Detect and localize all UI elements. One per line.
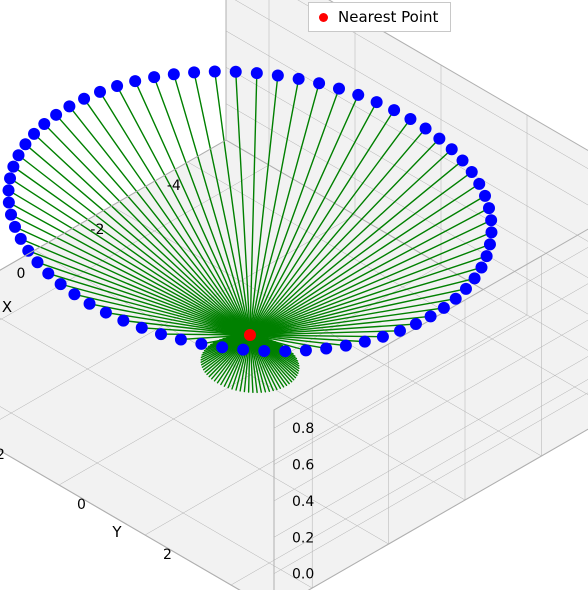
ring-point [38,118,50,130]
ring-point [100,307,112,319]
ring-point [469,272,481,284]
ring-point [272,69,284,81]
ring-point [475,261,487,273]
z-tick-label: 0.4 [292,494,314,510]
ring-point [388,104,400,116]
ring-point [438,302,450,314]
ring-point [352,89,364,101]
ring-point [84,298,96,310]
y-tick-label: -2 [0,447,5,463]
ring-point [3,184,15,196]
ring-point [485,226,497,238]
y-tick-label: 0 [77,497,86,513]
ring-point [195,338,207,350]
y-axis-label: Y [111,523,122,541]
ring-point [168,68,180,80]
z-tick-label: 0.6 [292,458,314,474]
ring-point [15,233,27,245]
ring-point [63,100,75,112]
ring-point [473,178,485,190]
ring-point [484,238,496,250]
ring-point [155,328,167,340]
ring-point [483,202,495,214]
ring-point [4,172,16,184]
ring-point [404,113,416,125]
ring-point [371,96,383,108]
ring-point [94,86,106,98]
nearest-point-marker [244,329,256,341]
ring-point [68,288,80,300]
ring-point [209,66,221,78]
nearest-point-legend-marker [319,13,328,22]
ring-point [450,293,462,305]
ring-point [485,214,497,226]
ring-point [111,80,123,92]
plot-svg: -4-2024-4-2024-0.20.00.20.40.60.8 XY [0,0,588,590]
ring-point [279,345,291,357]
legend: Nearest Point [308,2,451,32]
ring-point [457,154,469,166]
ring-point [50,109,62,121]
ring-point [251,67,263,79]
ring-point [19,138,31,150]
ring-point [129,75,141,87]
ring-point [188,66,200,78]
ring-point [481,250,493,262]
z-tick-label: 0.8 [292,421,314,437]
ring-point [7,161,19,173]
ring-point [28,128,40,140]
ring-point [230,66,242,78]
ring-point [425,310,437,322]
ring-point [446,143,458,155]
ring-point [237,344,249,356]
ring-point [9,221,21,233]
ring-point [466,166,478,178]
ring-point [55,278,67,290]
ring-point [13,149,25,161]
ring-point [5,209,17,221]
ring-point [216,341,228,353]
y-tick-label: 2 [163,547,172,563]
x-tick-label: 0 [17,266,26,282]
ring-point [410,318,422,330]
ring-point [340,340,352,352]
ring-point [433,133,445,145]
ring-point [293,73,305,85]
legend-label: Nearest Point [338,8,438,26]
x-tick-label: -2 [90,222,104,238]
ring-point [78,93,90,105]
ring-point [258,345,270,357]
ring-point [377,331,389,343]
ring-point [31,256,43,268]
ring-point [42,267,54,279]
ring-point [117,315,129,327]
z-tick-label: 0.2 [292,530,314,546]
ring-point [320,342,332,354]
ring-point [420,122,432,134]
ring-point [313,77,325,89]
ring-point [3,196,15,208]
ring-point [479,190,491,202]
ring-point [136,322,148,334]
chart-3d-scatter: -4-2024-4-2024-0.20.00.20.40.60.8 XY Nea… [0,0,588,590]
ring-point [460,283,472,295]
ring-point [333,83,345,95]
ring-point [22,245,34,257]
ring-point [175,333,187,345]
ring-point [300,344,312,356]
z-tick-label: 0.0 [292,567,314,583]
ring-point [148,71,160,83]
ring-point [359,336,371,348]
x-tick-label: -4 [167,178,181,194]
x-axis-label: X [2,298,12,316]
ring-point [394,325,406,337]
